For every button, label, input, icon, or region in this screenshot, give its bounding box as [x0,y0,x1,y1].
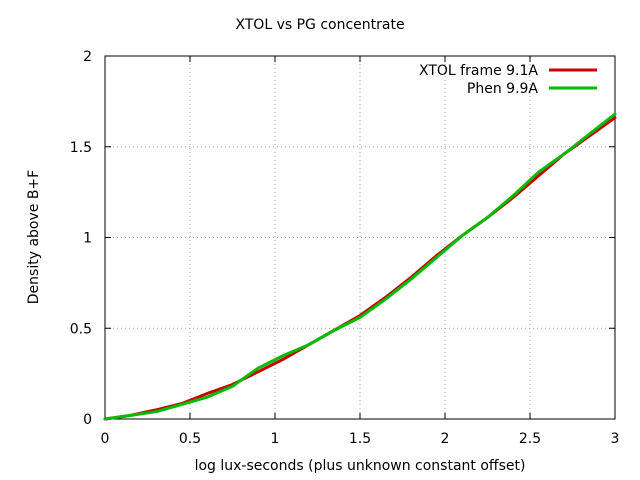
axis-ticks: 0 0.5 1 1.5 2 2.5 3 0 0.5 1 1.5 2 [70,49,620,447]
x-tick-label: 2.5 [519,431,541,447]
y-tick-label: 0 [83,412,92,428]
series-line-1 [103,116,617,421]
legend-label-2: Phen 9.9A [467,81,539,97]
x-tick-label: 1 [271,431,280,447]
y-tick-label: 1 [83,231,92,247]
chart-title: XTOL vs PG concentrate [235,17,405,33]
y-tick-label: 2 [83,49,92,65]
y-tick-label: 0.5 [70,321,92,337]
x-axis-label: log lux-seconds (plus unknown constant o… [194,458,526,474]
x-tick-label: 0 [101,431,110,447]
x-tick-label: 1.5 [349,431,371,447]
legend-label-1: XTOL frame 9.1A [419,63,538,79]
legend: XTOL frame 9.1A Phen 9.9A [419,63,597,97]
grid [105,56,615,419]
y-tick-label: 1.5 [70,140,92,156]
series-lines [103,112,617,421]
x-tick-label: 0.5 [179,431,201,447]
series-line-2 [103,112,617,421]
x-tick-label: 2 [441,431,450,447]
x-tick-label: 3 [611,431,620,447]
